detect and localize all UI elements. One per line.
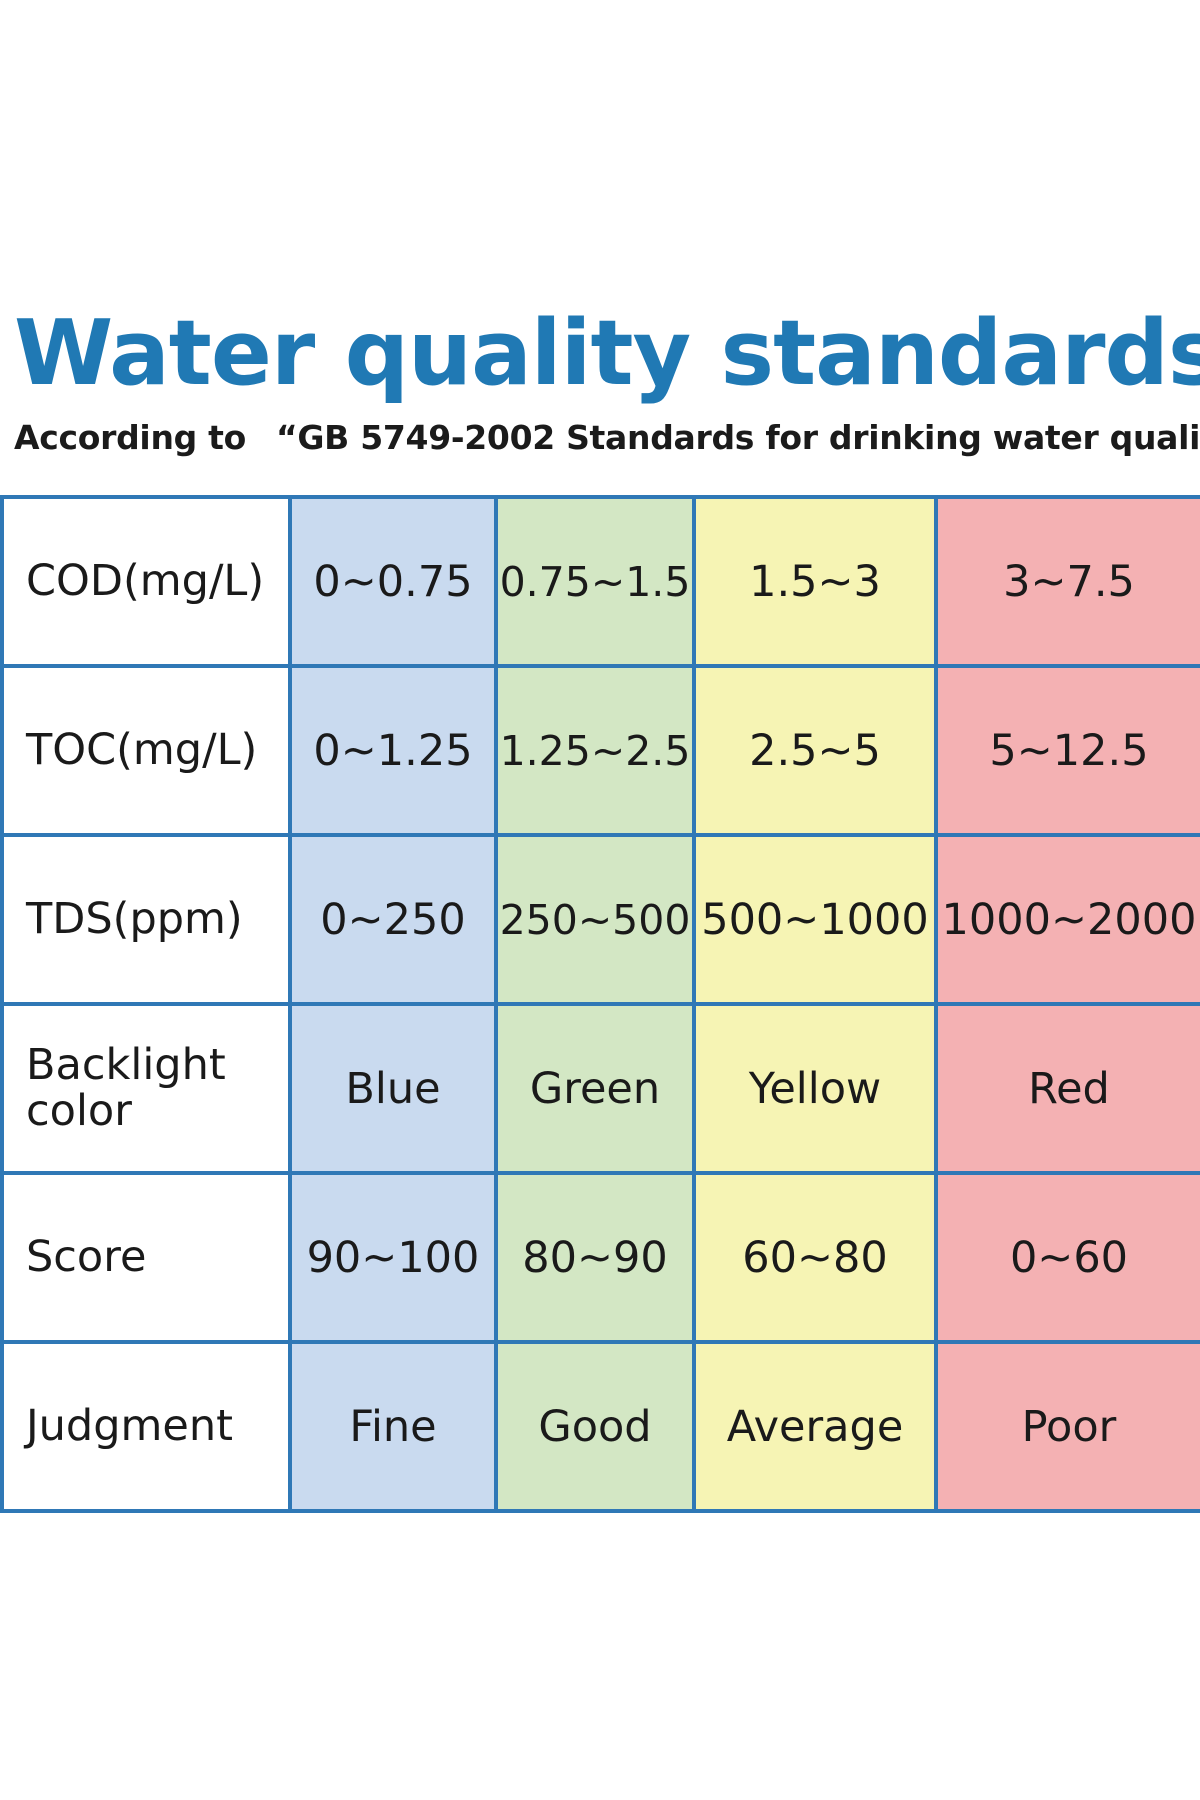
table-row: Backlight color Blue Green Yellow Red [0, 1002, 1200, 1175]
standards-table: COD(mg/L) 0~0.75 0.75~1.5 1.5~3 3~7.5 TO… [0, 495, 1200, 1513]
table-cell: Yellow [692, 1002, 938, 1175]
table-cell: 0~60 [934, 1171, 1200, 1344]
table-cell: Average [692, 1340, 938, 1513]
table-cell: 250~500 [494, 833, 696, 1006]
table-row: TDS(ppm) 0~250 250~500 500~1000 1000~200… [0, 833, 1200, 1006]
table-cell: 1000~2000 [934, 833, 1200, 1006]
table-cell: 80~90 [494, 1171, 696, 1344]
table-row: COD(mg/L) 0~0.75 0.75~1.5 1.5~3 3~7.5 [0, 495, 1200, 668]
table-cell: 2.5~5 [692, 664, 938, 837]
table-cell: 0.75~1.5 [494, 495, 696, 668]
table-cell: 0~250 [288, 833, 498, 1006]
table-cell: 0~1.25 [288, 664, 498, 837]
table-cell: Poor [934, 1340, 1200, 1513]
table-row: TOC(mg/L) 0~1.25 1.25~2.5 2.5~5 5~12.5 [0, 664, 1200, 837]
table-cell: 5~12.5 [934, 664, 1200, 837]
table-row: Judgment Fine Good Average Poor [0, 1340, 1200, 1513]
table-cell: Good [494, 1340, 696, 1513]
table-cell: 60~80 [692, 1171, 938, 1344]
table-cell: 500~1000 [692, 833, 938, 1006]
table-cell: 90~100 [288, 1171, 498, 1344]
row-header: Judgment [0, 1340, 292, 1513]
row-header: Backlight color [0, 1002, 292, 1175]
row-header: TDS(ppm) [0, 833, 292, 1006]
subtitle-standard: “GB 5749-2002 Standards for drinking wat… [276, 418, 1200, 457]
table-cell: Green [494, 1002, 696, 1175]
subtitle-lead: According to [14, 418, 246, 457]
table-cell: 1.25~2.5 [494, 664, 696, 837]
row-header: COD(mg/L) [0, 495, 292, 668]
table-cell: 1.5~3 [692, 495, 938, 668]
table-cell: Blue [288, 1002, 498, 1175]
page-title: Water quality standards [14, 301, 1200, 406]
table-cell: 0~0.75 [288, 495, 498, 668]
table-cell: Red [934, 1002, 1200, 1175]
subtitle: According to “GB 5749-2002 Standards for … [14, 414, 1200, 462]
row-header: TOC(mg/L) [0, 664, 292, 837]
row-header: Score [0, 1171, 292, 1344]
table-cell: Fine [288, 1340, 498, 1513]
table-cell: 3~7.5 [934, 495, 1200, 668]
table-row: Score 90~100 80~90 60~80 0~60 [0, 1171, 1200, 1344]
